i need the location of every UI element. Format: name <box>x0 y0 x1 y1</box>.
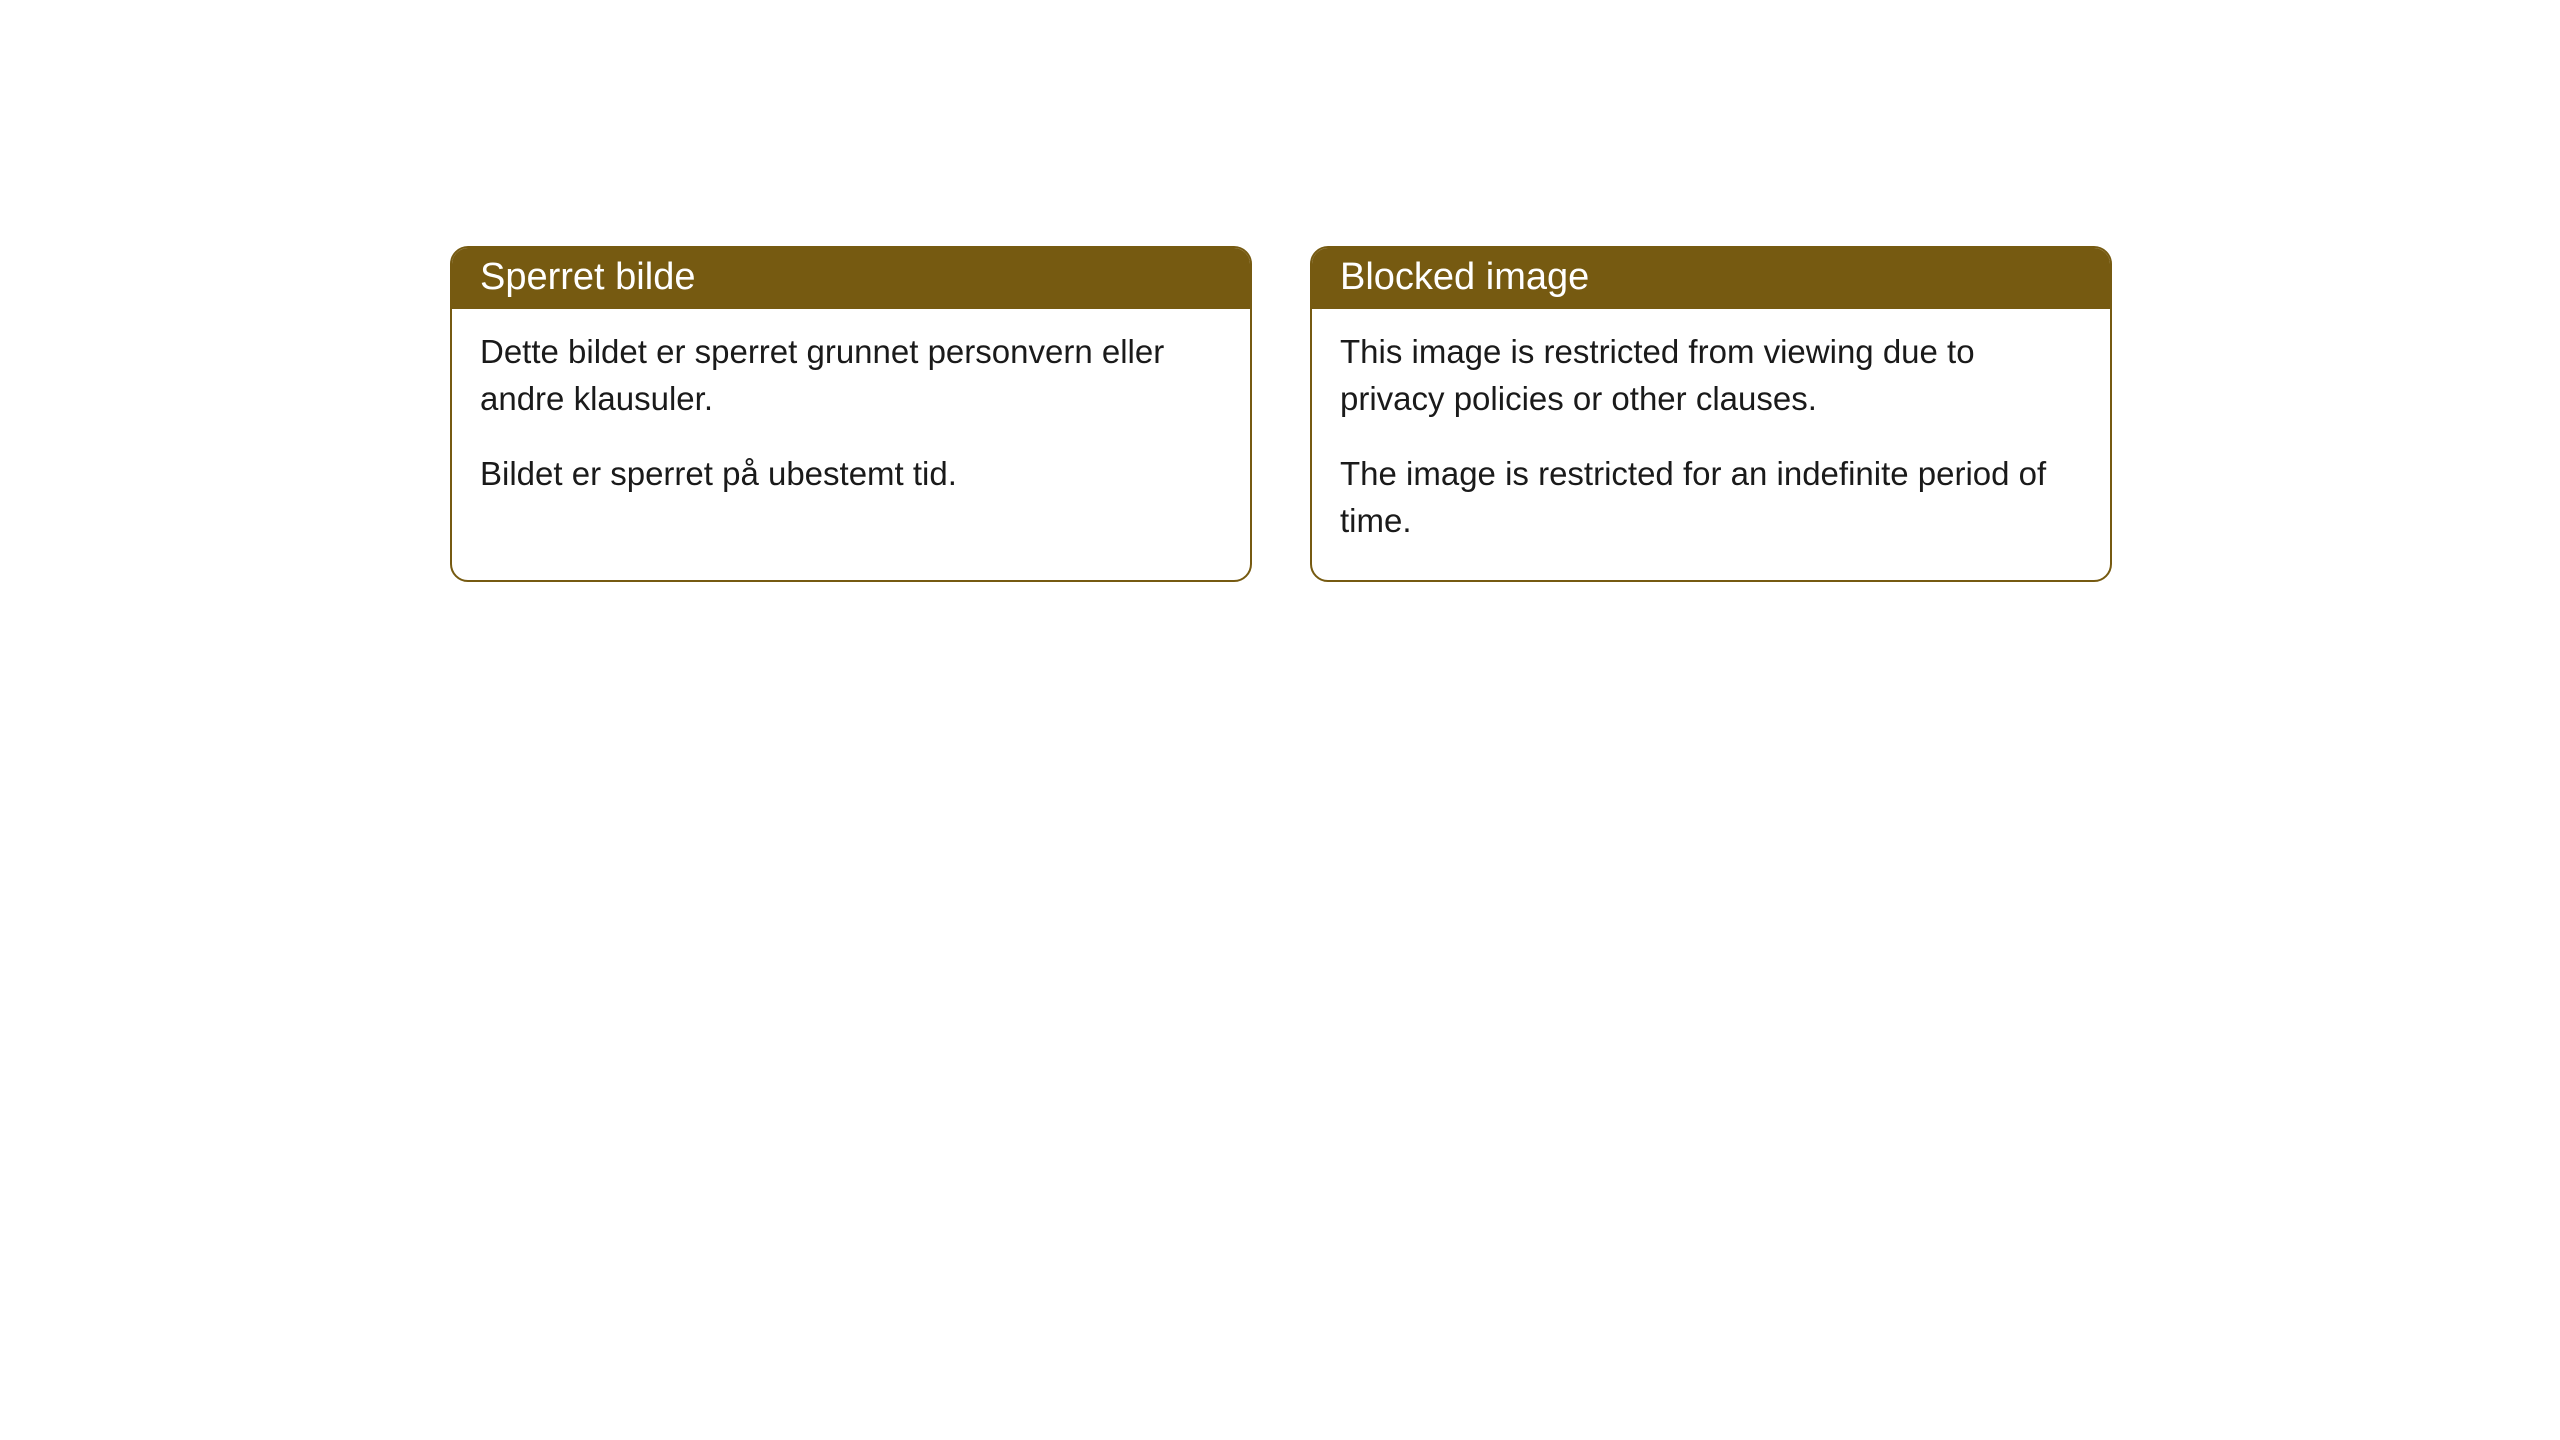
notice-title: Sperret bilde <box>480 256 695 298</box>
notice-paragraph: This image is restricted from viewing du… <box>1340 329 2082 423</box>
notice-header: Blocked image <box>1312 248 2110 309</box>
notice-body: Dette bildet er sperret grunnet personve… <box>452 309 1250 534</box>
notice-card-english: Blocked image This image is restricted f… <box>1310 246 2112 582</box>
notice-paragraph: Bildet er sperret på ubestemt tid. <box>480 451 1222 498</box>
notice-body: This image is restricted from viewing du… <box>1312 309 2110 580</box>
notice-container: Sperret bilde Dette bildet er sperret gr… <box>0 0 2560 582</box>
notice-header: Sperret bilde <box>452 248 1250 309</box>
notice-card-norwegian: Sperret bilde Dette bildet er sperret gr… <box>450 246 1252 582</box>
notice-paragraph: Dette bildet er sperret grunnet personve… <box>480 329 1222 423</box>
notice-title: Blocked image <box>1340 256 1589 298</box>
notice-paragraph: The image is restricted for an indefinit… <box>1340 451 2082 545</box>
